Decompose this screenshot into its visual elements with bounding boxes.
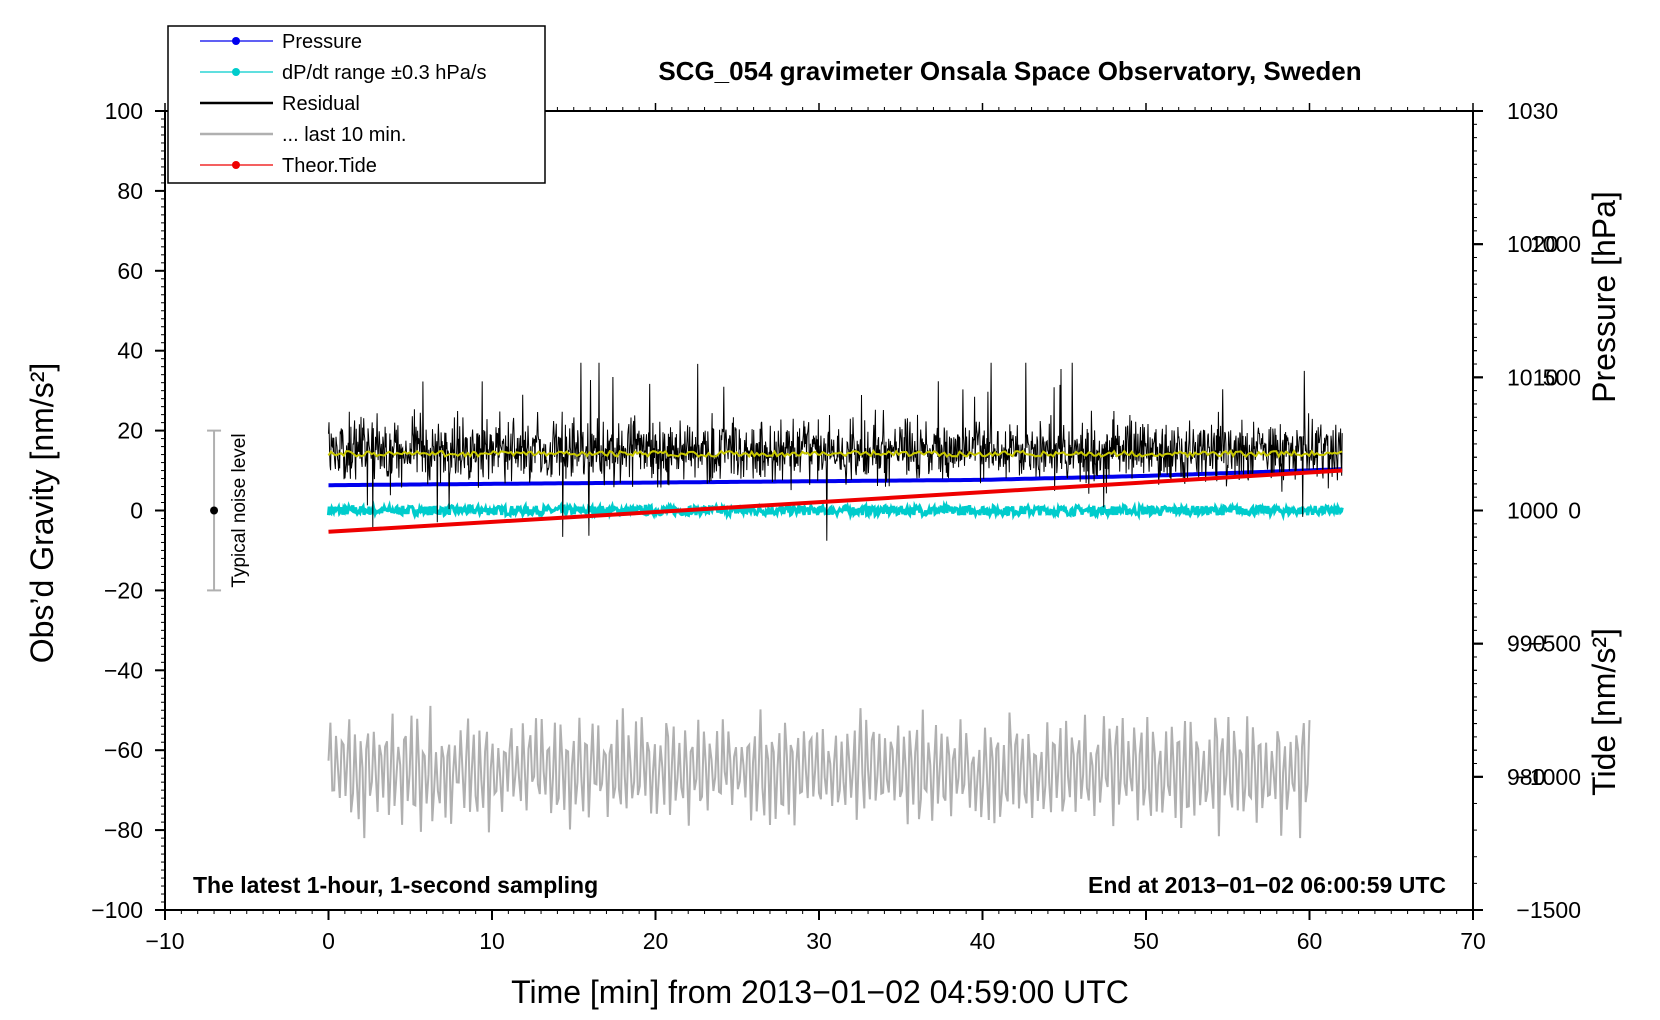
series-residual <box>328 362 1343 541</box>
pressure-tick-label: 1010 <box>1507 364 1558 390</box>
y-tick-label: 100 <box>105 98 143 124</box>
tide-tick-label: −1500 <box>1516 897 1581 923</box>
y-tick-label: −20 <box>104 577 143 603</box>
y-tick-label: 0 <box>130 498 143 524</box>
series-theor-tide <box>328 468 1343 534</box>
axes-layer: −10 0 10 20 30 40 50 60 70100806040200−20−40−60−… <box>91 98 1581 954</box>
y-axis-title-pressure: Pressure [hPa] <box>1586 191 1622 403</box>
x-tick-label: 60 <box>1297 928 1323 954</box>
x-axis-title: Time [min] from 2013−01−02 04:59:00 UTC <box>511 974 1129 1010</box>
legend-label: ... last 10 min. <box>282 124 407 146</box>
series-residual-smoothed <box>327 449 1343 459</box>
legend-label: Theor.Tide <box>282 155 377 177</box>
series-pressure <box>328 467 1343 488</box>
series-layer <box>326 362 1344 839</box>
series-dp-dt-range <box>326 500 1344 522</box>
legend-marker <box>232 68 240 76</box>
pressure-tick-label: 1030 <box>1507 98 1558 124</box>
x-tick-label: 20 <box>643 928 669 954</box>
legend-marker <box>232 161 240 169</box>
tide-tick-label: −1000 <box>1516 764 1581 790</box>
x-tick-label: −10 <box>145 928 184 954</box>
x-tick-label: 10 <box>479 928 505 954</box>
y-tick-label: 80 <box>117 178 143 204</box>
end-time-annotation: End at 2013−01−02 06:00:59 UTC <box>1088 872 1446 898</box>
legend-label: dP/dt range ±0.3 hPa/s <box>282 62 486 84</box>
y-tick-label: 60 <box>117 258 143 284</box>
noise-bar-center <box>210 506 219 515</box>
y-tick-label: 20 <box>117 418 143 444</box>
y-axis-title-left: Obs’d Gravity [nm/s²] <box>24 363 60 664</box>
pressure-tick-label: 1000 <box>1507 498 1558 524</box>
tide-tick-label: 1000 <box>1530 231 1581 257</box>
y-tick-label: −100 <box>91 897 143 923</box>
x-tick-label: 30 <box>806 928 832 954</box>
y-tick-label: −60 <box>104 737 143 763</box>
series-last-10-min <box>327 705 1311 839</box>
legend-box <box>167 25 546 184</box>
tide-tick-label: 500 <box>1543 364 1581 390</box>
y-tick-label: 40 <box>117 338 143 364</box>
legend-label: Residual <box>282 93 360 115</box>
pressure-tick-label: 990 <box>1507 631 1545 657</box>
y-tick-label: −40 <box>104 657 143 683</box>
sampling-annotation: The latest 1-hour, 1-second sampling <box>193 872 598 898</box>
x-tick-label: 0 <box>322 928 335 954</box>
pressure-tick-label: 980 <box>1507 764 1545 790</box>
tide-tick-label: −500 <box>1529 631 1581 657</box>
chart-title: SCG_054 gravimeter Onsala Space Observat… <box>658 56 1361 86</box>
pressure-tick-label: 1020 <box>1507 231 1558 257</box>
noise-level-label: Typical noise level <box>229 433 250 587</box>
legend-label: Pressure <box>282 31 362 53</box>
x-tick-label: 70 <box>1460 928 1486 954</box>
legend: Pressure dP/dt range ±0.3 hPa/s Residual..… <box>167 25 546 184</box>
noise-level-indicator: Typical noise level <box>207 429 250 592</box>
y-axis-title-tide: Tide [nm/s²] <box>1586 628 1622 796</box>
legend-marker <box>232 37 240 45</box>
x-tick-label: 40 <box>970 928 996 954</box>
y-tick-label: −80 <box>104 817 143 843</box>
x-tick-label: 50 <box>1133 928 1159 954</box>
tide-tick-label: 0 <box>1568 498 1581 524</box>
